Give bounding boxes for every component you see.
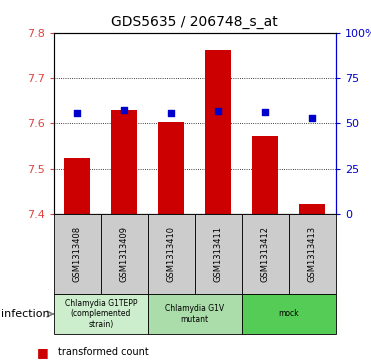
- Bar: [54, 214, 101, 294]
- Text: Chlamydia G1V
mutant: Chlamydia G1V mutant: [165, 304, 224, 324]
- Point: [121, 107, 127, 113]
- Bar: [242, 214, 289, 294]
- Text: GSM1313413: GSM1313413: [308, 226, 317, 282]
- Bar: [299, 204, 325, 214]
- Text: GSM1313409: GSM1313409: [120, 226, 129, 282]
- Bar: [195, 214, 242, 294]
- Bar: [206, 50, 231, 214]
- Text: GSM1313411: GSM1313411: [214, 226, 223, 282]
- Bar: [148, 294, 242, 334]
- Text: ■: ■: [37, 346, 49, 359]
- Text: GSM1313408: GSM1313408: [73, 226, 82, 282]
- Bar: [148, 214, 195, 294]
- Bar: [54, 294, 148, 334]
- Text: Chlamydia G1TEPP
(complemented
strain): Chlamydia G1TEPP (complemented strain): [65, 299, 137, 329]
- Bar: [65, 158, 90, 214]
- Text: GSM1313410: GSM1313410: [167, 226, 176, 282]
- Text: infection: infection: [1, 309, 50, 319]
- Point: [262, 109, 268, 114]
- Bar: [242, 294, 336, 334]
- Text: mock: mock: [279, 310, 299, 318]
- Bar: [101, 214, 148, 294]
- Bar: [289, 214, 336, 294]
- Bar: [158, 122, 184, 214]
- Point: [74, 111, 80, 117]
- Bar: [252, 136, 278, 214]
- Point: [309, 115, 315, 121]
- Point: [215, 108, 221, 114]
- Point: [168, 110, 174, 115]
- Text: GSM1313412: GSM1313412: [261, 226, 270, 282]
- Text: transformed count: transformed count: [58, 347, 148, 357]
- Bar: [111, 110, 137, 214]
- Title: GDS5635 / 206748_s_at: GDS5635 / 206748_s_at: [111, 15, 278, 29]
